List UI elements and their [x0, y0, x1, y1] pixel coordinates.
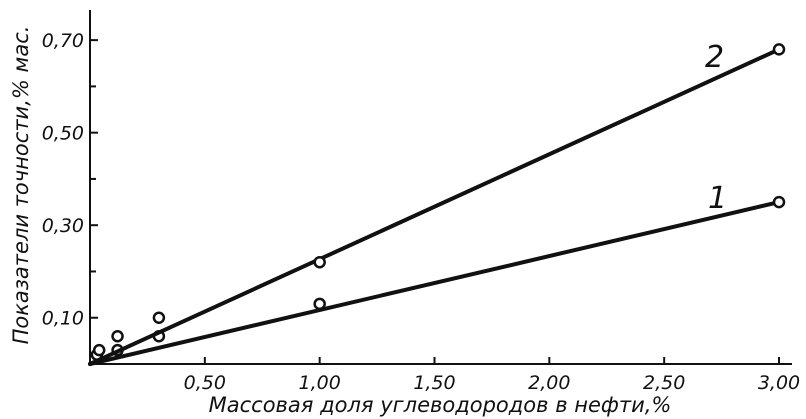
series-line: [88, 200, 781, 366]
x-axis-title: Массовая доля углеводородов в нефти,%: [209, 393, 672, 417]
series-group: 12: [88, 40, 786, 366]
y-tick-label: 0,50: [42, 123, 84, 145]
x-tick-label: 2,50: [643, 372, 685, 394]
axis-ticks: 0,10 0,30 0,50 0,70 0,50 1,00 1,50 2,00 2,50 3,00: [42, 30, 800, 394]
series-label: 1: [708, 181, 727, 216]
data-point: [313, 255, 326, 269]
y-tick-label: 0,70: [42, 30, 84, 52]
data-point: [92, 343, 106, 357]
data-point: [313, 297, 326, 311]
data-point: [152, 311, 166, 324]
data-point: [111, 329, 124, 343]
data-point: [772, 43, 786, 56]
x-tick-label: 2,00: [528, 372, 570, 394]
y-tick-label: 0,10: [42, 308, 84, 330]
series-line: [88, 47, 781, 366]
y-tick-label: 0,30: [42, 215, 84, 237]
y-axis-title: Показатели точности,% мас.: [9, 26, 33, 345]
series-label: 2: [705, 40, 724, 75]
x-tick-label: 3,00: [758, 372, 800, 394]
series-2: 2: [88, 40, 786, 366]
data-point: [772, 195, 786, 209]
x-tick-label: 1,00: [299, 372, 341, 394]
x-tick-label: 0,50: [184, 372, 226, 394]
series-1: 1: [88, 181, 786, 366]
x-tick-label: 1,50: [413, 372, 455, 394]
